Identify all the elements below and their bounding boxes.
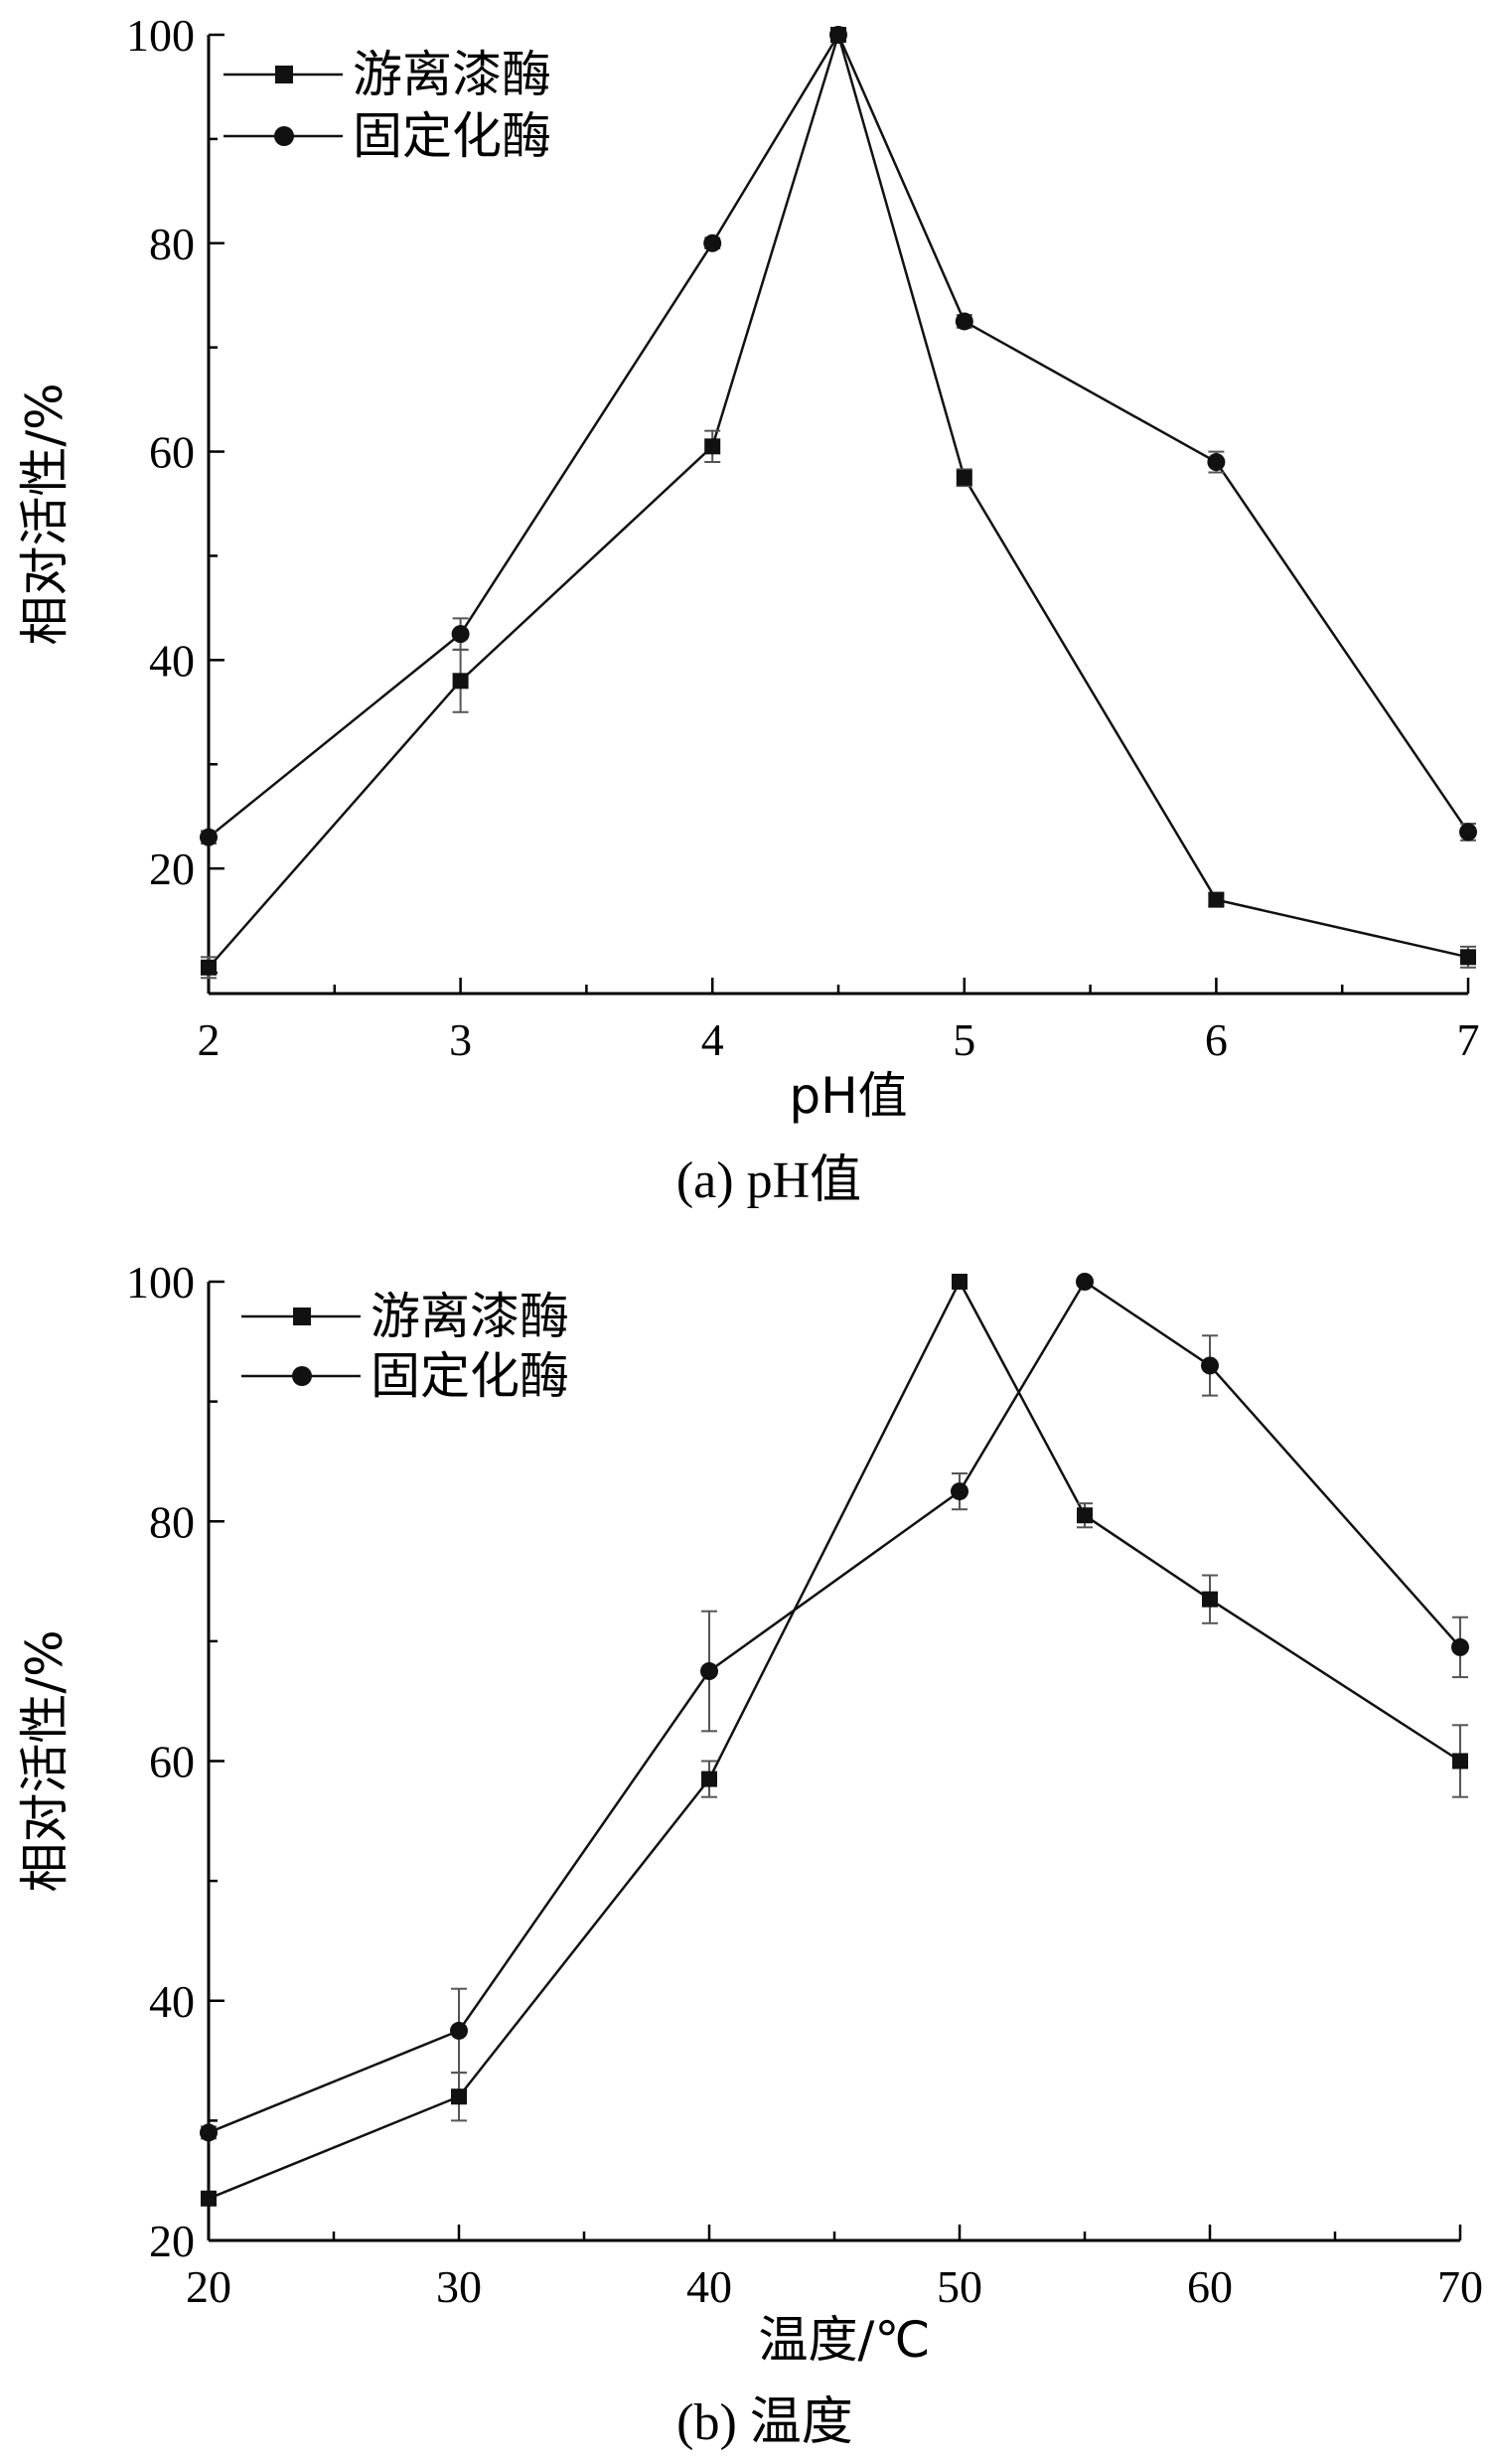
x-tick-label: 6 bbox=[1205, 1014, 1228, 1065]
x-tick-label: 2 bbox=[198, 1014, 221, 1065]
data-point-square bbox=[452, 673, 469, 690]
chart-b-temperature: 20 30 40 50 60 70 20 40 60 80 100 温度/℃ 相对活性/% (b) 温度 游… bbox=[16, 1257, 1483, 2451]
legend-marker-square bbox=[293, 1308, 311, 1325]
series-free-laccase: 游离漆酶 bbox=[201, 1274, 1468, 2207]
y-tick-label: 20 bbox=[149, 2216, 195, 2266]
data-point-circle bbox=[700, 1662, 718, 1681]
data-point-square bbox=[1452, 1753, 1468, 1770]
chart-caption: (b) 温度 bbox=[676, 2394, 853, 2451]
data-point-square bbox=[1077, 1507, 1093, 1524]
y-axis-label: 相对活性/% bbox=[16, 1629, 74, 1892]
y-tick-label: 80 bbox=[149, 219, 195, 269]
chart-caption: (a) pH值 bbox=[676, 1153, 861, 1209]
legend-label: 固定化酶 bbox=[371, 1347, 569, 1405]
chart-a-ph: 2 3 4 5 6 7 20 40 60 80 100 pH值 相对活性/% (a) pH值 游离漆酶固定化… bbox=[16, 10, 1480, 1209]
data-point-square bbox=[1460, 949, 1476, 966]
legend-label: 游离漆酶 bbox=[371, 1288, 569, 1345]
y-tick-label: 40 bbox=[149, 1976, 195, 2027]
y-tick-label: 40 bbox=[149, 635, 195, 686]
data-point-circle bbox=[200, 828, 218, 847]
series-immobilized-enzyme: 固定化酶 bbox=[200, 1273, 1469, 2142]
x-tick-label: 40 bbox=[686, 2261, 732, 2312]
data-point-circle bbox=[451, 625, 470, 644]
x-axis-label: 温度/℃ bbox=[759, 2311, 931, 2369]
data-point-circle bbox=[955, 312, 973, 331]
data-point-square bbox=[956, 469, 972, 486]
series-line bbox=[208, 1280, 1461, 2134]
y-tick-label: 100 bbox=[126, 10, 195, 61]
data-point-square bbox=[201, 2190, 217, 2207]
series-line bbox=[208, 1279, 1461, 2200]
x-tick-label: 30 bbox=[436, 2261, 482, 2312]
data-point-circle bbox=[1076, 1273, 1094, 1291]
legend-marker-square bbox=[275, 66, 293, 83]
data-point-circle bbox=[1451, 1637, 1469, 1656]
data-point-square bbox=[451, 2088, 467, 2105]
legend-label: 固定化酶 bbox=[353, 107, 551, 165]
x-tick-label: 70 bbox=[1437, 2261, 1483, 2312]
y-tick-label: 80 bbox=[149, 1496, 195, 1547]
series-free-laccase: 游离漆酶 bbox=[201, 27, 1476, 980]
data-point-square bbox=[704, 438, 721, 455]
y-axis-label: 相对活性/% bbox=[16, 383, 74, 645]
data-point-circle bbox=[1207, 453, 1226, 472]
series-immobilized-enzyme: 固定化酶 bbox=[200, 26, 1477, 847]
data-point-circle bbox=[829, 26, 847, 44]
x-tick-label: 4 bbox=[701, 1014, 724, 1065]
data-point-square bbox=[201, 959, 217, 976]
data-point-square bbox=[952, 1274, 968, 1290]
x-tick-label: 20 bbox=[186, 2261, 231, 2312]
y-tick-label: 60 bbox=[149, 427, 195, 478]
series-line bbox=[208, 30, 1469, 969]
x-tick-label: 5 bbox=[953, 1014, 975, 1065]
data-point-circle bbox=[450, 2021, 468, 2040]
data-point-circle bbox=[1201, 1356, 1219, 1375]
data-point-circle bbox=[200, 2123, 218, 2142]
x-tick-label: 60 bbox=[1187, 2261, 1233, 2312]
data-point-circle bbox=[951, 1482, 968, 1501]
data-point-square bbox=[1202, 1591, 1218, 1608]
x-tick-label: 50 bbox=[937, 2261, 982, 2312]
x-tick-label: 7 bbox=[1457, 1014, 1480, 1065]
data-point-circle bbox=[703, 233, 722, 252]
y-tick-label: 20 bbox=[149, 844, 195, 894]
data-point-circle bbox=[1459, 823, 1477, 842]
data-point-square bbox=[701, 1771, 717, 1787]
x-tick-label: 3 bbox=[449, 1014, 472, 1065]
data-point-square bbox=[1208, 891, 1225, 908]
legend-label: 游离漆酶 bbox=[353, 46, 551, 103]
y-tick-label: 100 bbox=[126, 1257, 195, 1308]
legend-marker-circle bbox=[274, 126, 294, 146]
y-tick-label: 60 bbox=[149, 1737, 195, 1787]
x-axis-label: pH值 bbox=[789, 1067, 907, 1125]
legend-marker-circle bbox=[292, 1366, 312, 1386]
